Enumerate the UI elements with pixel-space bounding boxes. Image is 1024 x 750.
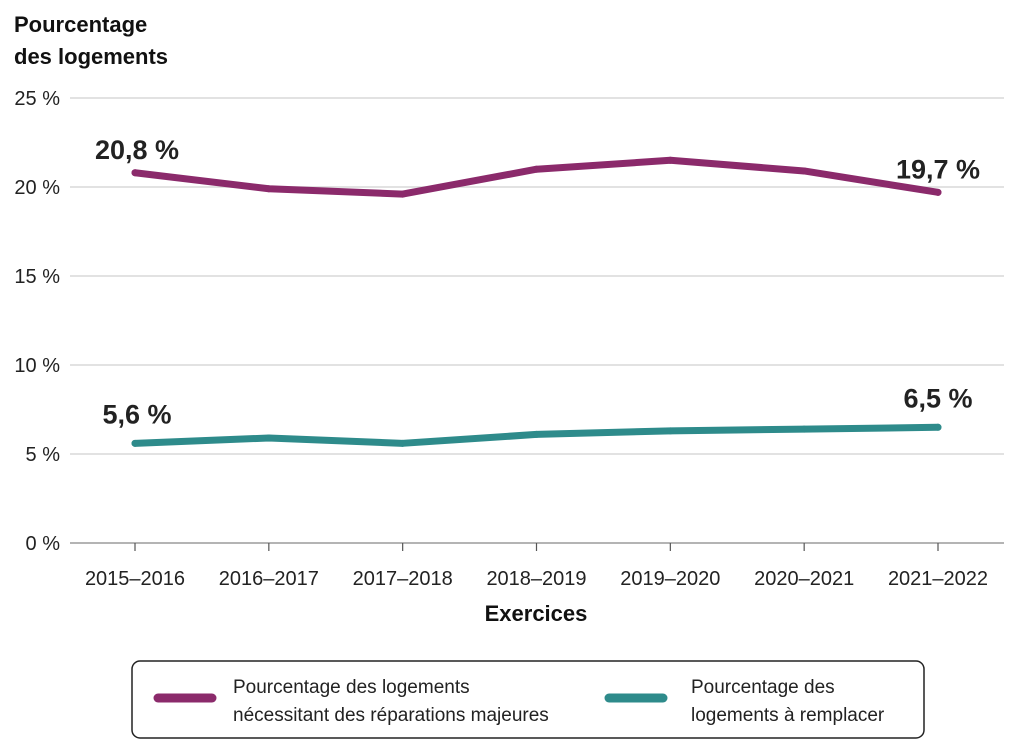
y-tick-label: 5 % xyxy=(26,444,61,466)
data-point xyxy=(533,430,540,438)
data-point xyxy=(265,434,273,442)
x-axis-title: Exercices xyxy=(485,601,588,626)
legend-label-repairs-1: Pourcentage des logements xyxy=(233,677,470,698)
data-point xyxy=(131,169,139,177)
y-axis-title-line-2: des logements xyxy=(14,44,168,69)
x-tick-label: 2015–2016 xyxy=(85,568,185,590)
x-tick-label: 2021–2022 xyxy=(888,568,988,590)
data-label: 19,7 % xyxy=(896,154,980,184)
x-tick-label: 2020–2021 xyxy=(754,568,854,590)
y-axis-title-line-1: Pourcentage xyxy=(14,12,147,37)
legend-label-repairs-2: nécessitant des réparations majeures xyxy=(233,705,549,726)
data-point xyxy=(800,425,808,433)
data-point xyxy=(800,167,808,175)
x-tick-label: 2018–2019 xyxy=(486,568,586,590)
x-tick-label: 2016–2017 xyxy=(219,568,319,590)
series-line-0 xyxy=(131,156,942,198)
data-point xyxy=(131,439,139,447)
y-tick-label: 20 % xyxy=(14,177,60,199)
data-label: 5,6 % xyxy=(102,399,171,429)
data-point xyxy=(934,423,942,431)
y-tick-label: 15 % xyxy=(14,266,60,288)
data-point xyxy=(399,439,407,447)
data-point xyxy=(666,156,674,164)
legend-label-replace-1: Pourcentage des xyxy=(691,677,835,698)
data-point xyxy=(399,190,407,198)
legend-box xyxy=(131,660,925,739)
x-tick-label: 2017–2018 xyxy=(353,568,453,590)
legend: Pourcentage des logements nécessitant de… xyxy=(131,660,925,739)
data-point xyxy=(533,165,540,173)
y-tick-label: 0 % xyxy=(26,533,61,555)
data-point xyxy=(934,188,942,196)
data-label: 6,5 % xyxy=(903,383,972,413)
data-label: 20,8 % xyxy=(95,135,179,165)
y-tick-label: 10 % xyxy=(14,355,60,377)
data-point xyxy=(265,185,273,193)
legend-label-replace-2: logements à remplacer xyxy=(691,705,885,726)
x-tick-label: 2019–2020 xyxy=(620,568,720,590)
data-point xyxy=(666,427,674,435)
y-tick-label: 25 % xyxy=(14,88,60,110)
